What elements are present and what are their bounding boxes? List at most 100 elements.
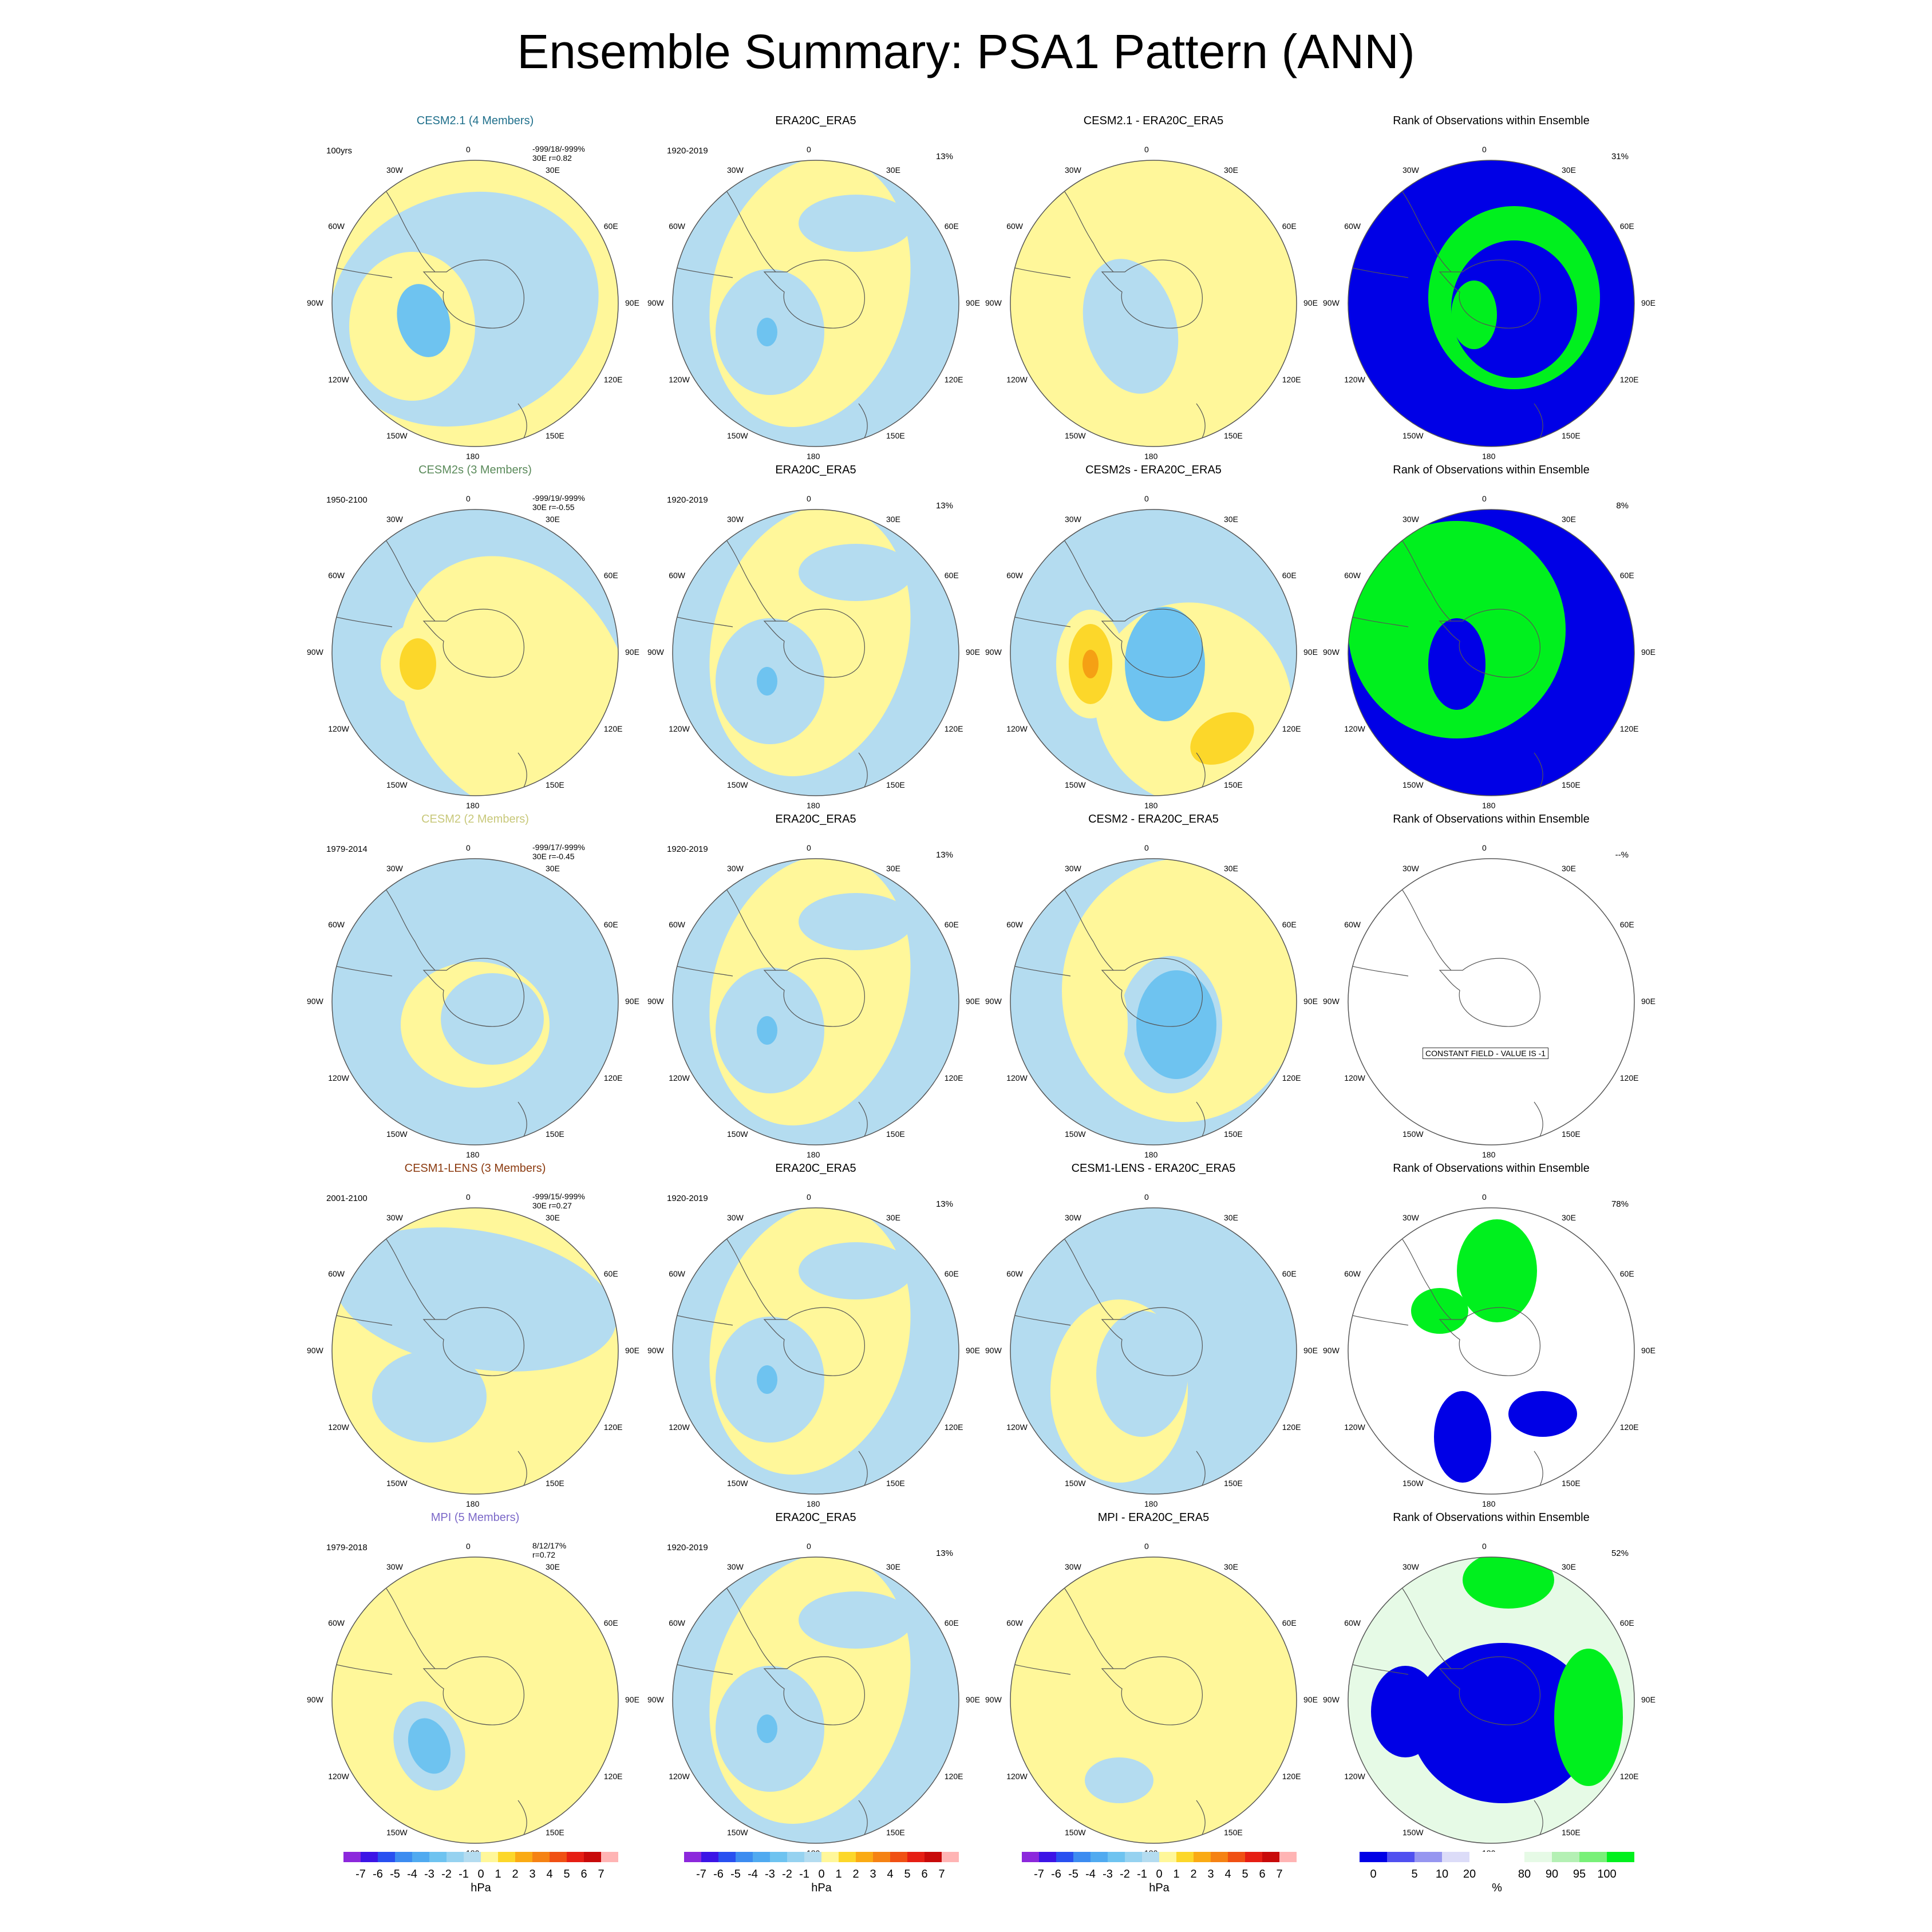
colorbar-swatch	[1262, 1852, 1279, 1862]
panel-years: 1920-2019	[667, 1543, 708, 1552]
longitude-label: 60E	[1282, 571, 1297, 580]
panel-years: 1979-2018	[326, 1543, 368, 1552]
panel-model-4: MPI (5 Members) 1979-2018 8/12/17% r=0.72 0 3…	[307, 1511, 639, 1858]
south-america-coastline	[1064, 540, 1114, 622]
colorbar-tick-label: 0	[818, 1868, 825, 1880]
new-zealand-coastline	[517, 403, 527, 438]
new-zealand-coastline	[858, 403, 868, 438]
colorbar-tick-label: -4	[407, 1868, 417, 1880]
panel-years: 1979-2014	[326, 844, 368, 854]
longitude-label: 0	[807, 145, 811, 154]
colorbar-swatch	[1469, 1852, 1497, 1862]
map-rim	[1348, 160, 1635, 447]
panel-title: ERA20C_ERA5	[775, 1511, 856, 1524]
longitude-label: 180	[1144, 452, 1158, 461]
longitude-label: 60E	[944, 920, 959, 929]
longitude-label: 90E	[625, 647, 639, 657]
panel-diff-4: MPI - ERA20C_ERA5030E60E90E120E150E18015…	[985, 1511, 1318, 1858]
longitude-label: 0	[1144, 494, 1149, 503]
colorbar-tick-label: -7	[355, 1868, 366, 1880]
map-rim	[672, 858, 959, 1145]
colorbar-swatch	[718, 1852, 736, 1862]
antarctica-coastline	[1439, 259, 1540, 329]
longitude-label: 0	[807, 494, 811, 503]
longitude-label: 150W	[727, 1828, 748, 1838]
longitude-label: 60E	[1282, 1269, 1297, 1278]
obs-map-3	[670, 1205, 962, 1497]
colorbar-tick-label: 4	[1224, 1868, 1231, 1880]
longitude-label: 30E	[1562, 863, 1576, 873]
panel-percent: 13%	[935, 1548, 953, 1558]
longitude-label: 90E	[1303, 997, 1318, 1006]
longitude-label: 90W	[647, 298, 664, 307]
polar-map-svg	[331, 1207, 619, 1495]
panel-rank-0: Rank of Observations within Ensemble 31% 0…	[1323, 114, 1656, 461]
south-america-coastline	[386, 1588, 436, 1669]
longitude-label: 60W	[669, 1618, 686, 1627]
polar-map-svg	[1010, 858, 1297, 1145]
longitude-label: 150E	[886, 1479, 905, 1488]
map-rim	[672, 1556, 959, 1844]
panel-model-1: CESM2s (3 Members) 1950-2100 -999/19/-999%…	[307, 464, 639, 810]
longitude-label: 120W	[328, 1073, 349, 1082]
longitude-label: 30W	[727, 165, 744, 175]
stats-line-2: r=0.72	[532, 1550, 556, 1559]
field-contour-2	[757, 1016, 777, 1045]
colorbar-tick-label: 95	[1573, 1868, 1586, 1880]
longitude-label: 180	[807, 801, 820, 810]
colorbar-tick-label: -2	[782, 1868, 792, 1880]
longitude-label: 60W	[328, 920, 345, 929]
longitude-label: 120W	[669, 1772, 690, 1781]
colorbar-tick-label: 7	[1276, 1868, 1283, 1880]
colorbar-tick-label: 10	[1435, 1868, 1449, 1880]
longitude-label: 0	[1482, 494, 1487, 503]
map-rim	[672, 509, 959, 796]
panel-years: 1920-2019	[667, 495, 708, 505]
panel-model-0: CESM2.1 (4 Members) 100yrs -999/18/-999% 30…	[307, 114, 639, 461]
longitude-label: 0	[807, 1192, 811, 1202]
longitude-label: 30W	[1402, 1562, 1419, 1571]
colorbar-tick-label: 3	[529, 1868, 536, 1880]
map-rim	[1010, 509, 1297, 796]
panel-percent: 13%	[935, 152, 953, 161]
polar-map-svg	[1348, 509, 1635, 796]
south-america-coastline	[726, 1239, 776, 1320]
longitude-label: 150W	[1402, 1479, 1424, 1488]
longitude-label: 90W	[1323, 1346, 1340, 1355]
map-rim	[331, 1556, 619, 1844]
colorbar-swatch	[821, 1852, 839, 1862]
longitude-label: 150W	[386, 1828, 408, 1838]
longitude-label: 30W	[1065, 514, 1081, 524]
polar-map-svg	[331, 858, 619, 1145]
longitude-label: 120W	[1006, 724, 1028, 733]
longitude-label: 120W	[1006, 375, 1028, 384]
longitude-label: 120W	[1344, 1772, 1365, 1781]
longitude-label: 150E	[1562, 1129, 1581, 1139]
longitude-label: 90E	[966, 298, 980, 307]
diff-map-4	[1008, 1554, 1299, 1846]
longitude-label: 30E	[1562, 165, 1576, 175]
longitude-label: 60W	[1006, 1618, 1024, 1627]
panel-title: CESM1-LENS (3 Members)	[404, 1162, 546, 1175]
colorbar-tick-label: 2	[1190, 1868, 1197, 1880]
longitude-label: 120W	[328, 724, 349, 733]
longitude-label: 30W	[1402, 514, 1419, 524]
obs-map-0	[670, 157, 962, 449]
map-rim	[331, 1207, 619, 1495]
new-zealand-coastline	[517, 1101, 527, 1137]
longitude-label: 150W	[386, 431, 408, 441]
new-zealand-coastline	[858, 1101, 868, 1137]
panel-title: CESM2.1 - ERA20C_ERA5	[1083, 114, 1224, 127]
colorbar-tick-label: 3	[1207, 1868, 1214, 1880]
colorbar-hpa-obs: -7 -6 -5 -4 -3 -2 -1 0 1 2 3 4 5 6 7 hPa	[673, 1846, 970, 1915]
longitude-label: 150E	[1224, 1129, 1243, 1139]
polar-map-svg	[1348, 1207, 1635, 1495]
colorbar-swatch	[1497, 1852, 1524, 1862]
field-contour-2	[1434, 1391, 1491, 1483]
longitude-label: 30E	[1224, 1212, 1238, 1222]
colorbar-swatch	[1524, 1852, 1552, 1862]
colorbar-swatch	[873, 1852, 890, 1862]
field-contour-1	[1411, 1643, 1594, 1803]
longitude-label: 30E	[886, 1212, 900, 1222]
field-contour-3	[799, 195, 913, 252]
